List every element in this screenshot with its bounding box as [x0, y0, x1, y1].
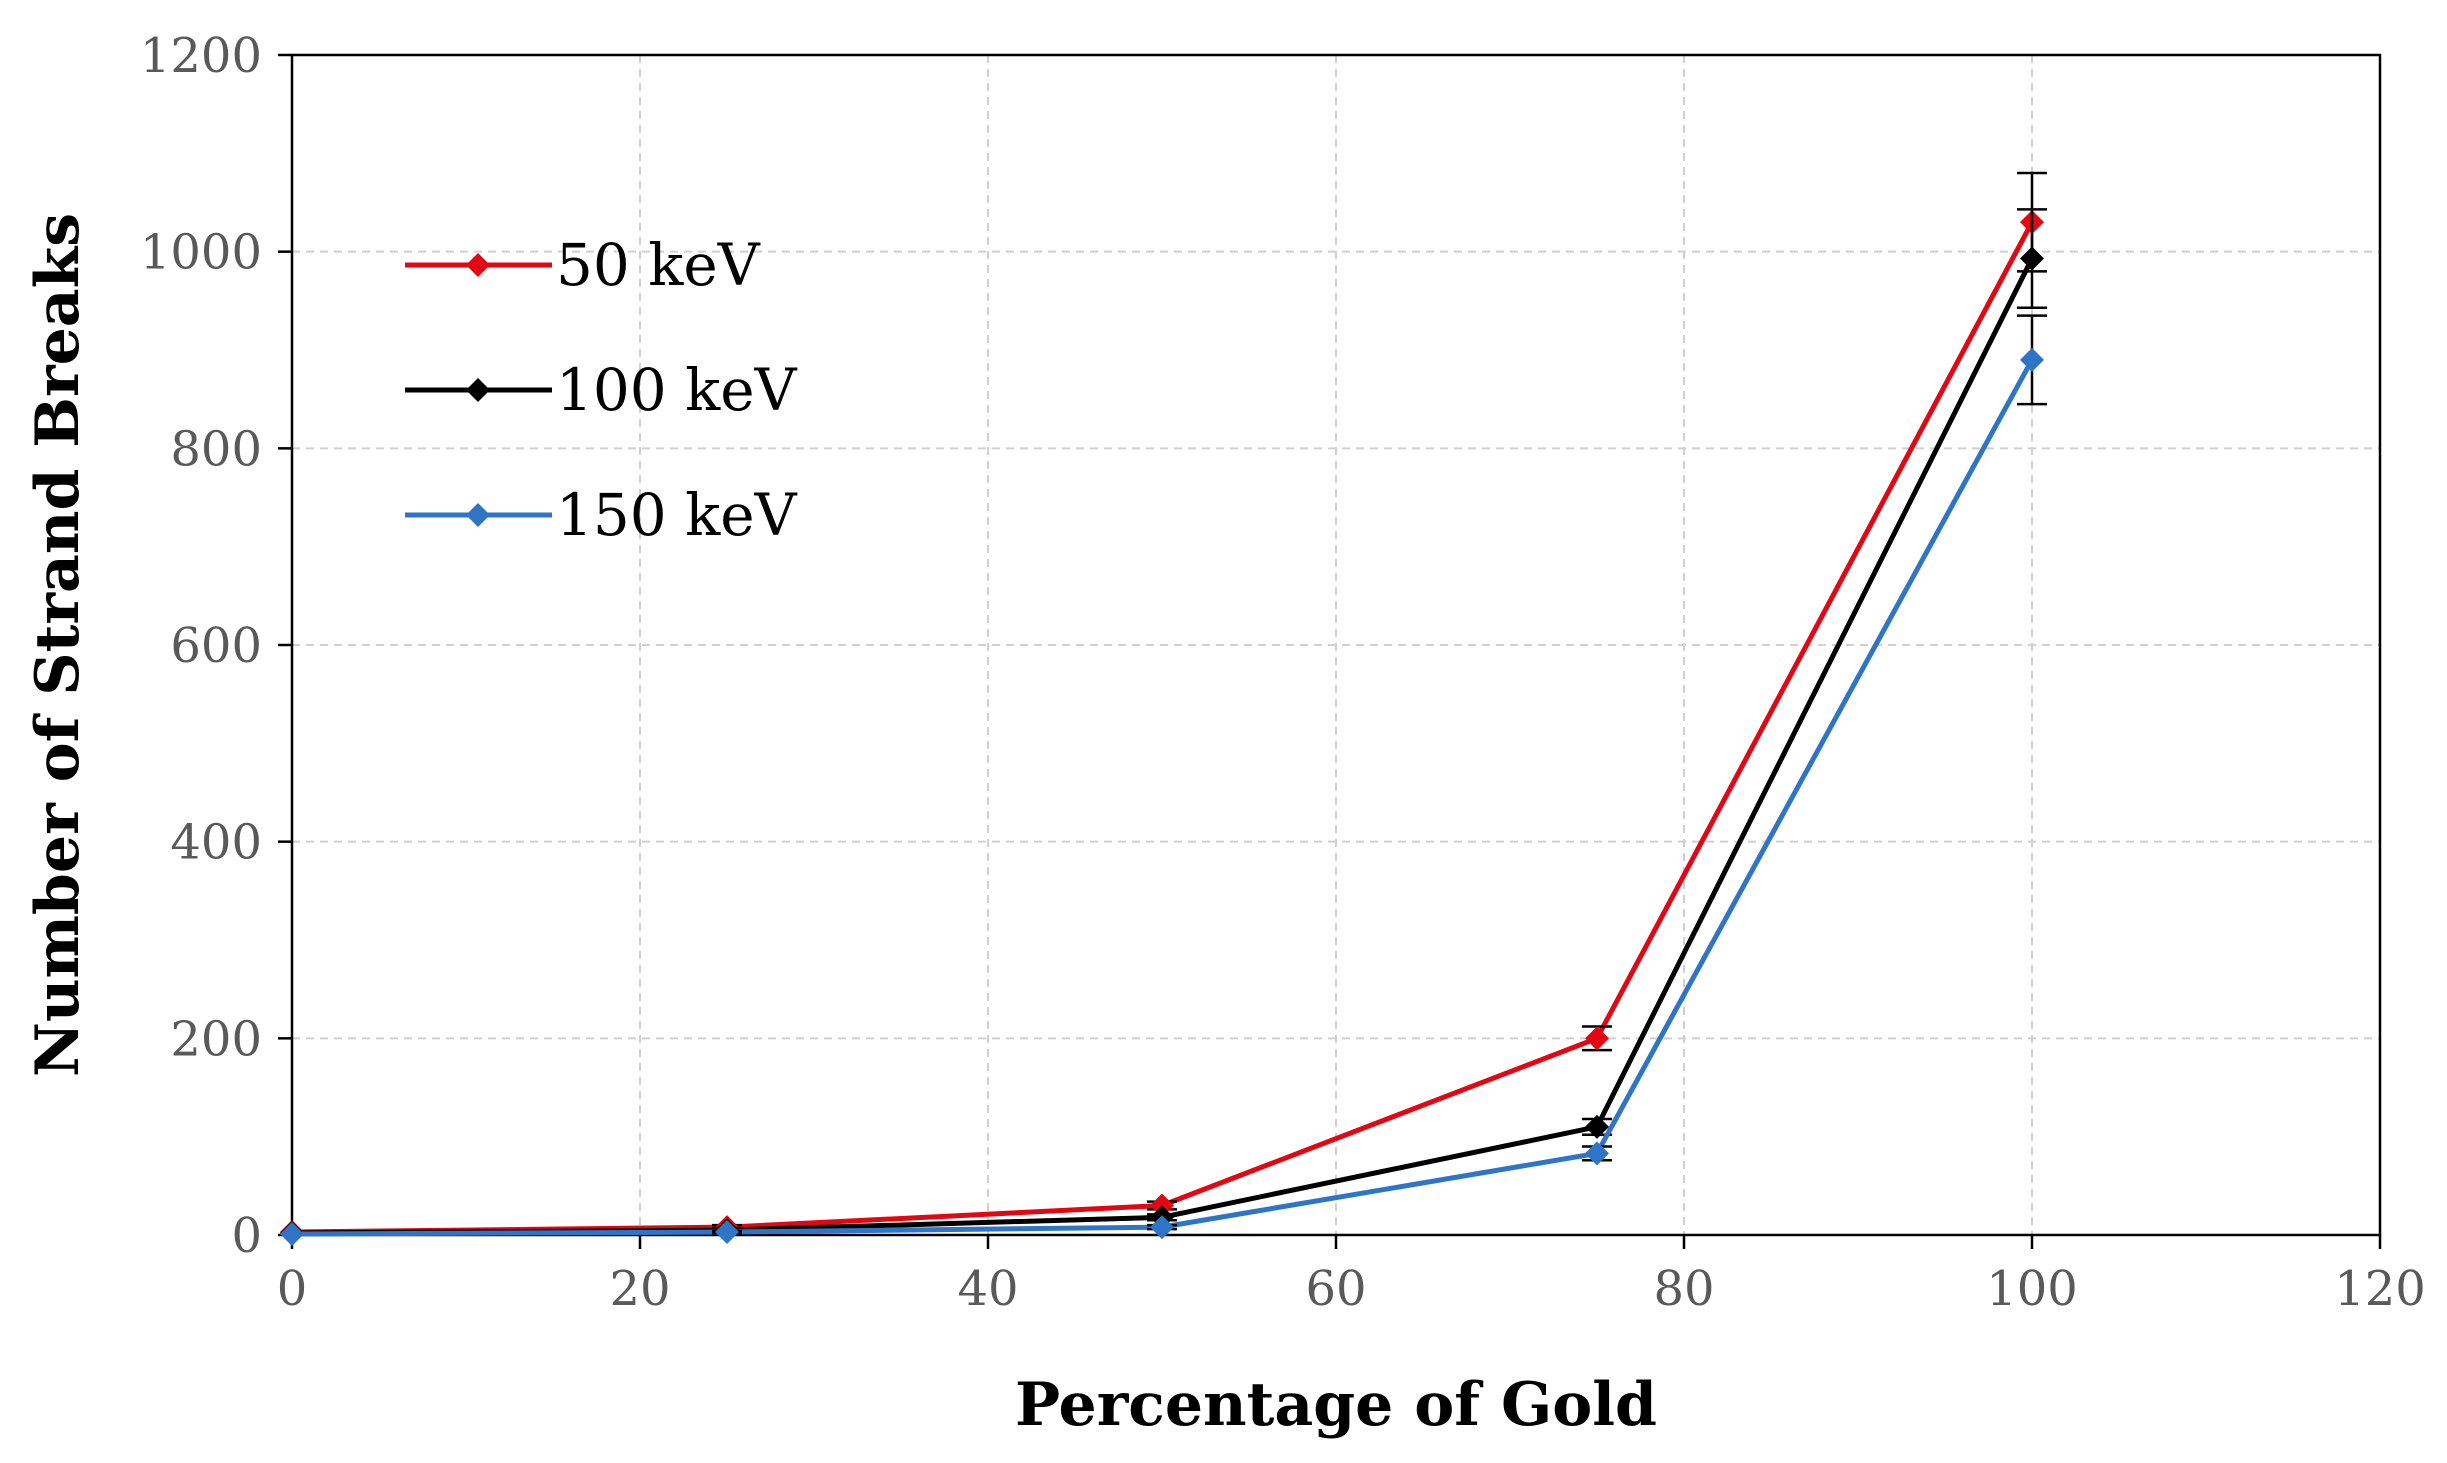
data-point [1585, 1114, 1609, 1139]
y-tick-label: 600 [170, 618, 262, 674]
x-tick-label: 60 [1305, 1261, 1366, 1317]
y-tick-label: 400 [170, 815, 262, 871]
y-tick-label: 800 [170, 421, 262, 477]
y-tick-label: 1200 [140, 28, 262, 84]
x-tick-label: 0 [277, 1261, 308, 1317]
y-tick-label: 0 [231, 1208, 262, 1264]
y-axis-title: Number of Strand Breaks [23, 213, 93, 1077]
data-point [2020, 246, 2044, 271]
legend-entry-150-kev: 150 keV [405, 481, 798, 549]
data-point [715, 1220, 739, 1245]
gridlines [292, 55, 2380, 1235]
legend: 50 keV 100 keV 150 keV [405, 231, 798, 549]
data-point [2020, 347, 2044, 372]
data-point [1150, 1215, 1174, 1240]
legend-label: 150 keV [556, 481, 798, 549]
x-tick-label: 100 [1986, 1261, 2078, 1317]
data-point [280, 1222, 304, 1247]
legend-marker [466, 503, 490, 527]
data-point [1585, 1141, 1609, 1166]
x-tick-label: 20 [609, 1261, 670, 1317]
x-tick-label: 40 [957, 1261, 1018, 1317]
legend-label: 50 keV [556, 231, 761, 299]
legend-entry-50-kev: 50 keV [405, 231, 761, 299]
y-tick-label: 1000 [140, 225, 262, 281]
data-point [1585, 1026, 1609, 1051]
series-150-kev [280, 314, 2047, 1247]
legend-label: 100 keV [556, 356, 798, 424]
x-tick-label: 120 [2334, 1261, 2426, 1317]
legend-entry-100-kev: 100 keV [405, 356, 798, 424]
legend-marker [466, 378, 490, 402]
y-tick-label: 200 [170, 1011, 262, 1067]
series-layer [280, 171, 2047, 1247]
x-tick-label: 80 [1653, 1261, 1714, 1317]
legend-marker [466, 253, 490, 277]
x-axis-title: Percentage of Gold [1015, 1370, 1657, 1440]
